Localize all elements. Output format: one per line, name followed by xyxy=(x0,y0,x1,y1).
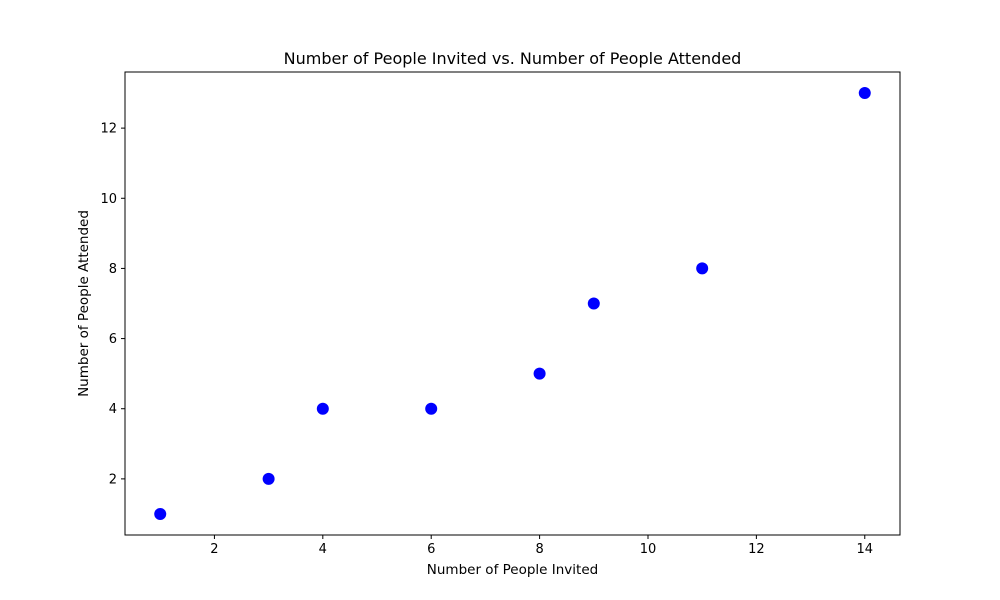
x-tick-label: 14 xyxy=(856,542,873,557)
x-tick-label: 12 xyxy=(748,542,765,557)
data-point xyxy=(425,402,438,415)
y-tick-label: 8 xyxy=(109,262,117,277)
y-tick-label: 4 xyxy=(109,402,117,417)
data-point xyxy=(533,367,546,380)
x-tick-label: 10 xyxy=(640,542,657,557)
data-point xyxy=(587,297,600,310)
data-point xyxy=(316,402,329,415)
y-axis-ticks: 2 4 6 8 10 12 xyxy=(100,122,125,487)
y-axis-label: Number of People Attended xyxy=(76,210,92,397)
data-point xyxy=(696,262,709,275)
x-axis-ticks: 2 4 6 8 10 12 14 xyxy=(210,535,873,557)
data-point xyxy=(154,507,167,520)
x-tick-label: 8 xyxy=(535,542,543,557)
y-tick-label: 2 xyxy=(109,472,117,487)
chart-title: Number of People Invited vs. Number of P… xyxy=(284,49,742,68)
plot-area-frame xyxy=(124,71,901,536)
x-axis-label: Number of People Invited xyxy=(427,562,598,578)
y-tick-label: 6 xyxy=(109,332,117,347)
data-point xyxy=(262,472,275,485)
x-tick-label: 2 xyxy=(210,542,218,557)
x-tick-label: 4 xyxy=(319,542,327,557)
data-points xyxy=(154,87,871,520)
x-tick-label: 6 xyxy=(427,542,435,557)
y-tick-label: 12 xyxy=(100,122,117,137)
data-point xyxy=(858,87,871,100)
y-tick-label: 10 xyxy=(100,192,117,207)
